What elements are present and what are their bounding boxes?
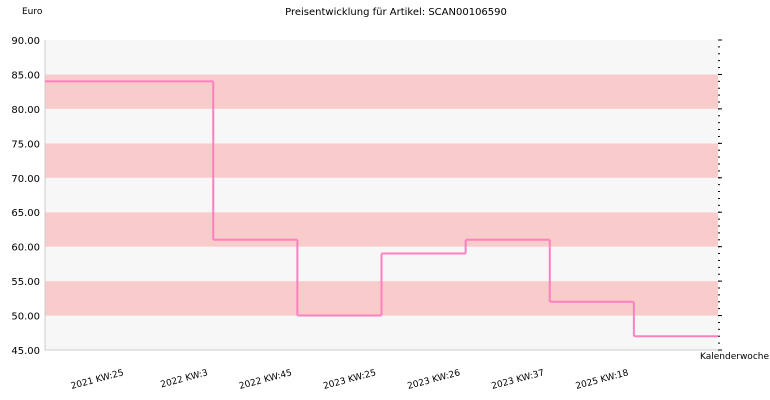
band (45, 40, 718, 75)
y-tick-label: 50.00 (11, 312, 40, 323)
y-axis-label: Euro (22, 7, 43, 17)
band (45, 143, 718, 178)
y-tick-label: 45.00 (11, 346, 40, 357)
y-tick-label: 55.00 (11, 277, 40, 288)
x-tick-label: 2023 KW:37 (491, 368, 546, 392)
x-tick-label: 2023 KW:25 (322, 368, 377, 392)
y-tick-label: 85.00 (11, 70, 40, 81)
chart-title: Preisentwicklung für Artikel: SCAN001065… (285, 7, 507, 18)
band (45, 315, 718, 350)
y-tick-label: 80.00 (11, 105, 40, 116)
band (45, 212, 718, 247)
band (45, 74, 718, 109)
y-tick-label: 60.00 (11, 243, 40, 254)
x-tick-label: 2021 KW:25 (70, 368, 125, 392)
x-tick-label: 2022 KW:3 (160, 368, 209, 390)
y-tick-label: 75.00 (11, 139, 40, 150)
band (45, 177, 718, 213)
y-tick-label: 70.00 (11, 174, 40, 185)
band (45, 108, 718, 144)
y-tick-label: 65.00 (11, 208, 40, 219)
x-axis-label: Kalenderwoche (700, 352, 769, 362)
x-tick-label: 2022 KW:45 (238, 368, 293, 392)
x-tick-label: 2023 KW:26 (406, 368, 461, 392)
y-tick-label: 90.00 (11, 36, 40, 47)
x-tick-label: 2025 KW:18 (575, 368, 630, 392)
